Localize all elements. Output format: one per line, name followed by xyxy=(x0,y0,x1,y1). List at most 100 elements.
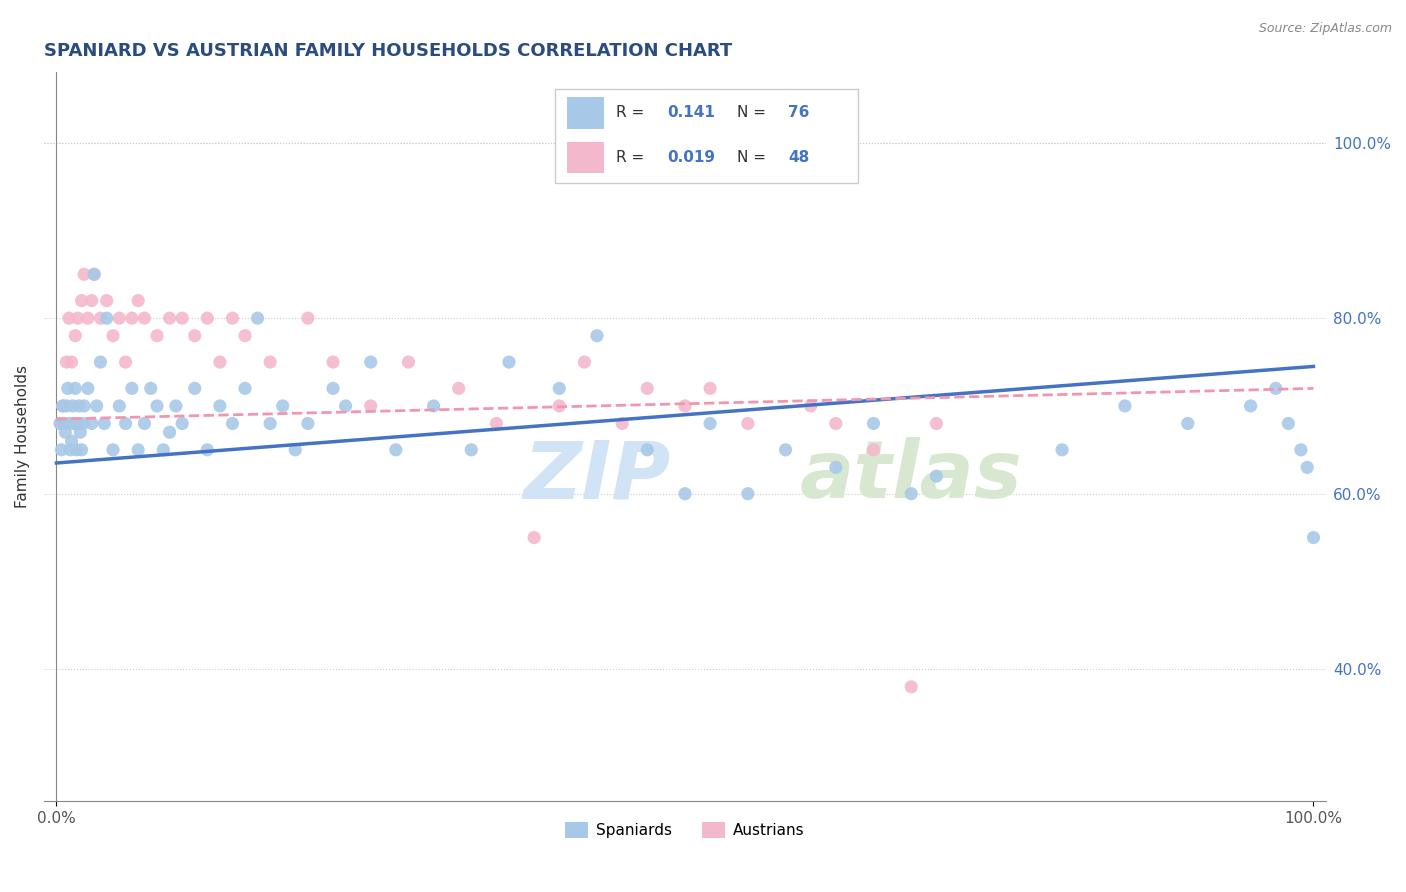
Point xyxy=(233,381,256,395)
Point xyxy=(108,399,131,413)
Point xyxy=(73,267,96,281)
Point xyxy=(195,442,218,457)
Point xyxy=(55,399,77,413)
Point xyxy=(139,381,162,395)
Point xyxy=(1302,531,1324,545)
Point xyxy=(72,417,94,431)
Text: 48: 48 xyxy=(789,150,810,165)
Point xyxy=(271,399,294,413)
Text: 0.019: 0.019 xyxy=(668,150,716,165)
Point xyxy=(246,311,269,326)
Point xyxy=(69,425,91,440)
Text: N =: N = xyxy=(737,105,770,120)
Point xyxy=(233,328,256,343)
Point xyxy=(1296,460,1319,475)
Point xyxy=(824,460,846,475)
Point xyxy=(66,417,89,431)
Point xyxy=(322,355,344,369)
Bar xyxy=(568,142,603,173)
Point xyxy=(195,311,218,326)
Point xyxy=(83,267,105,281)
Point xyxy=(221,311,243,326)
Point xyxy=(1239,399,1261,413)
Point xyxy=(96,293,118,308)
Point xyxy=(70,293,93,308)
Point xyxy=(1177,417,1199,431)
Point xyxy=(925,417,948,431)
Point xyxy=(737,486,759,500)
Point xyxy=(460,442,482,457)
Point xyxy=(259,355,281,369)
Point xyxy=(172,417,194,431)
Point xyxy=(55,355,77,369)
Point xyxy=(134,417,156,431)
Point xyxy=(101,442,124,457)
Point xyxy=(159,311,181,326)
Point xyxy=(1264,381,1286,395)
Point xyxy=(1114,399,1136,413)
Point xyxy=(259,417,281,431)
Point xyxy=(93,417,115,431)
Point xyxy=(59,442,82,457)
Point xyxy=(70,442,93,457)
Point xyxy=(523,531,546,545)
Point xyxy=(63,417,86,431)
Point xyxy=(60,434,83,448)
Text: N =: N = xyxy=(737,150,770,165)
Point xyxy=(53,417,76,431)
Point xyxy=(53,425,76,440)
Point xyxy=(297,417,319,431)
Text: 76: 76 xyxy=(789,105,810,120)
Legend: Spaniards, Austrians: Spaniards, Austrians xyxy=(560,816,811,844)
Point xyxy=(1289,442,1312,457)
Point xyxy=(66,311,89,326)
Point xyxy=(127,442,149,457)
Point xyxy=(83,267,105,281)
Point xyxy=(284,442,307,457)
Point xyxy=(146,399,169,413)
Point xyxy=(548,381,571,395)
Text: SPANIARD VS AUSTRIAN FAMILY HOUSEHOLDS CORRELATION CHART: SPANIARD VS AUSTRIAN FAMILY HOUSEHOLDS C… xyxy=(44,42,733,60)
Point xyxy=(65,442,87,457)
Point xyxy=(824,417,846,431)
Point xyxy=(360,399,382,413)
Point xyxy=(121,381,143,395)
Point xyxy=(447,381,470,395)
Text: Source: ZipAtlas.com: Source: ZipAtlas.com xyxy=(1258,22,1392,36)
Text: 0.141: 0.141 xyxy=(668,105,716,120)
Point xyxy=(208,355,231,369)
Point xyxy=(80,293,103,308)
Point xyxy=(221,417,243,431)
Point xyxy=(485,417,508,431)
Point xyxy=(775,442,797,457)
Point xyxy=(58,311,80,326)
Point xyxy=(52,399,75,413)
Point xyxy=(146,328,169,343)
Point xyxy=(65,381,87,395)
Point xyxy=(108,311,131,326)
Point xyxy=(56,381,79,395)
Point xyxy=(184,328,207,343)
Text: R =: R = xyxy=(616,150,650,165)
Point xyxy=(636,442,658,457)
Point xyxy=(498,355,520,369)
Point xyxy=(89,355,111,369)
Point xyxy=(114,417,136,431)
Point xyxy=(862,417,884,431)
Point xyxy=(159,425,181,440)
Point xyxy=(77,381,100,395)
Point xyxy=(900,486,922,500)
Point xyxy=(152,442,174,457)
Point xyxy=(385,442,408,457)
Point xyxy=(89,311,111,326)
Bar xyxy=(568,96,603,128)
Point xyxy=(58,417,80,431)
Point xyxy=(184,381,207,395)
Point xyxy=(80,417,103,431)
Point xyxy=(800,399,823,413)
Point xyxy=(574,355,596,369)
Point xyxy=(77,311,100,326)
Point xyxy=(49,417,72,431)
Point xyxy=(586,328,609,343)
Point xyxy=(396,355,419,369)
